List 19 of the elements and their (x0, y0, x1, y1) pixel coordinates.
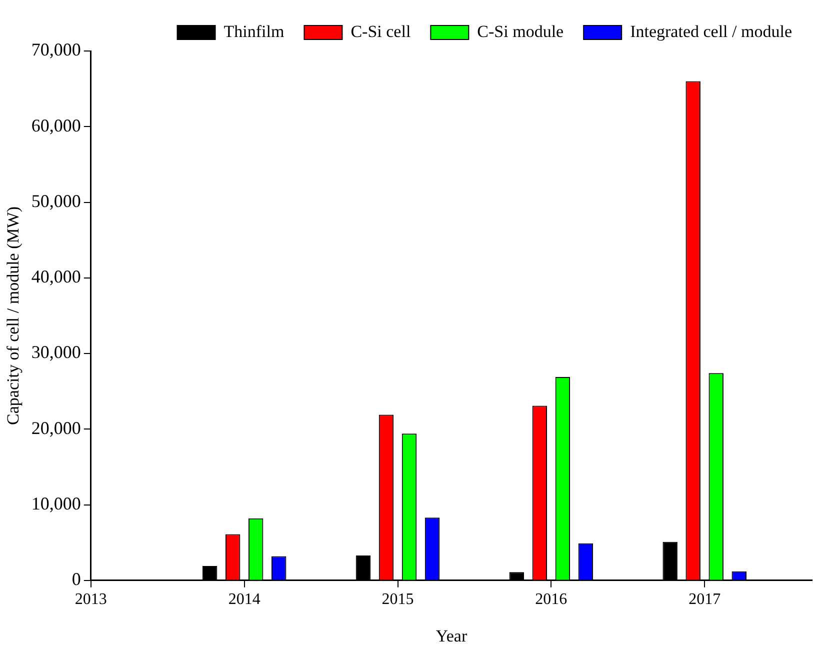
y-tick-label: 30,000 (31, 342, 81, 362)
y-tick-label: 10,000 (31, 494, 81, 514)
y-tick-label: 0 (72, 569, 81, 590)
x-tick-label: 2017 (688, 591, 721, 608)
y-tick-label: 70,000 (31, 40, 81, 60)
legend-label: C-Si module (477, 22, 564, 41)
x-tick-label: 2015 (382, 591, 414, 608)
y-tick-label: 50,000 (31, 190, 81, 211)
y-tick-label: 40,000 (31, 266, 81, 287)
x-tick-label: 2014 (228, 591, 260, 608)
y-axis-title: Capacity of cell / module (MW) (4, 206, 23, 425)
x-axis-title: Year (436, 626, 468, 646)
legend-label: Integrated cell / module (630, 22, 792, 41)
x-tick-label: 2016 (535, 591, 568, 608)
y-tick-label: 60,000 (31, 115, 81, 136)
y-tick-label: 20,000 (31, 418, 81, 438)
legend-label: C-Si cell (350, 22, 411, 41)
x-tick-label: 2013 (74, 591, 107, 608)
legend-label: Thinfilm (224, 22, 284, 41)
